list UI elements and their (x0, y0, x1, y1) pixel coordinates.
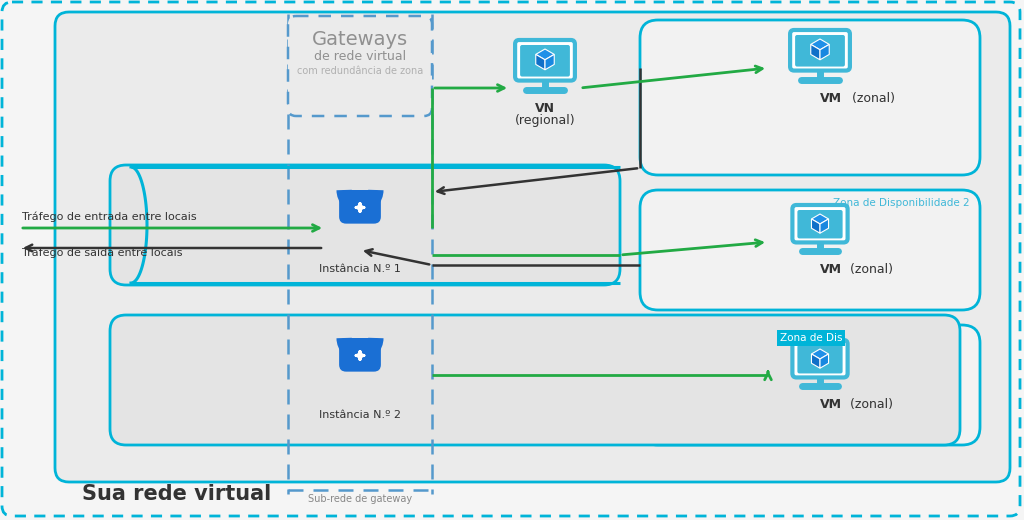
Text: (zonal): (zonal) (846, 398, 893, 411)
Text: VM: VM (820, 263, 842, 276)
Text: Zona de Disponibilidade 2: Zona de Disponibilidade 2 (834, 198, 970, 208)
FancyBboxPatch shape (793, 340, 848, 378)
Text: (regional): (regional) (515, 114, 575, 127)
Text: com redundância de zona: com redundância de zona (297, 66, 423, 76)
Polygon shape (811, 39, 829, 50)
FancyBboxPatch shape (798, 345, 843, 373)
Polygon shape (811, 354, 820, 368)
FancyBboxPatch shape (515, 40, 574, 81)
FancyBboxPatch shape (339, 338, 381, 372)
FancyBboxPatch shape (640, 190, 980, 310)
Text: Tráfego de entrada entre locais: Tráfego de entrada entre locais (22, 212, 197, 222)
Text: (zonal): (zonal) (848, 92, 895, 105)
Text: Tráfego de saída entre locais: Tráfego de saída entre locais (22, 248, 182, 258)
Text: VM: VM (820, 398, 842, 411)
Polygon shape (811, 349, 828, 359)
Polygon shape (536, 55, 545, 70)
Text: Gateways: Gateways (312, 30, 408, 49)
Text: VN: VN (535, 102, 555, 115)
FancyBboxPatch shape (110, 315, 961, 445)
FancyBboxPatch shape (288, 16, 432, 116)
Polygon shape (545, 55, 554, 70)
FancyBboxPatch shape (110, 165, 620, 285)
FancyBboxPatch shape (640, 325, 980, 445)
Polygon shape (811, 219, 820, 233)
Polygon shape (820, 219, 828, 233)
FancyBboxPatch shape (520, 45, 570, 76)
FancyBboxPatch shape (640, 20, 980, 175)
Polygon shape (536, 49, 554, 60)
FancyBboxPatch shape (339, 190, 381, 224)
FancyBboxPatch shape (791, 30, 850, 71)
Text: Instância N.º 1: Instância N.º 1 (319, 264, 401, 274)
FancyBboxPatch shape (798, 210, 843, 239)
Polygon shape (811, 44, 820, 60)
Text: Sub-rede de gateway: Sub-rede de gateway (308, 494, 412, 504)
Text: Sua rede virtual: Sua rede virtual (82, 484, 271, 504)
FancyBboxPatch shape (795, 35, 845, 67)
Polygon shape (820, 354, 828, 368)
Text: VM: VM (820, 92, 842, 105)
Text: de rede virtual: de rede virtual (314, 50, 407, 63)
FancyBboxPatch shape (793, 205, 848, 242)
Polygon shape (811, 214, 828, 224)
Polygon shape (820, 44, 829, 60)
FancyBboxPatch shape (55, 12, 1010, 482)
Text: (zonal): (zonal) (846, 263, 893, 276)
Text: Instância N.º 2: Instância N.º 2 (319, 410, 401, 420)
Text: Zona de Dis: Zona de Dis (780, 333, 843, 343)
